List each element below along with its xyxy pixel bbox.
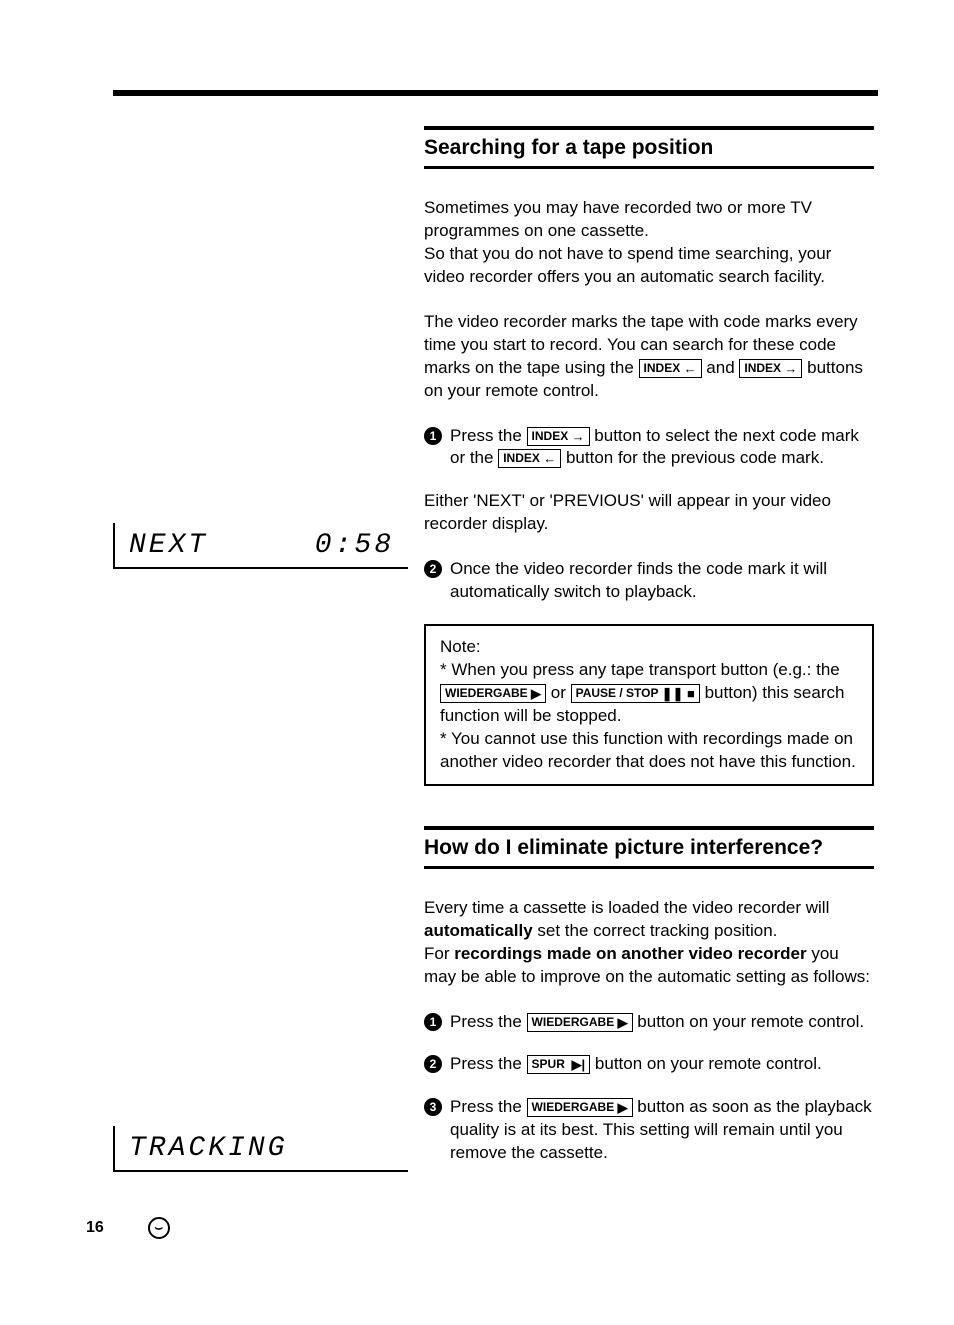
text: * You cannot use this function with reco… [440, 729, 856, 771]
page-number: 16 [86, 1219, 104, 1237]
index-fwd-button: INDEX → [739, 359, 802, 378]
step-text: Press the INDEX → button to select the n… [450, 425, 874, 471]
smiley-icon: ⌣ [148, 1217, 170, 1239]
wiedergabe-button: WIEDERGABE ▶ [527, 1013, 633, 1032]
page-footer: 16 ⌣ [86, 1217, 170, 1239]
text: and [702, 358, 740, 377]
step-text: Press the WIEDERGABE ▶ button as soon as… [450, 1096, 874, 1165]
paragraph: Either 'NEXT' or 'PREVIOUS' will appear … [424, 490, 874, 536]
step-row: 2 Press the SPUR ▶| button on your remot… [424, 1053, 874, 1076]
text: For [424, 944, 454, 963]
left-column: NEXT 0:58 TRACKING [113, 126, 408, 1185]
text: button on your remote control. [590, 1054, 822, 1073]
bullet-1-icon: 1 [424, 427, 442, 445]
bullet-2-icon: 2 [424, 560, 442, 578]
lcd-display-tracking: TRACKING [113, 1126, 408, 1172]
index-back-button: INDEX ← [639, 359, 702, 378]
bold-text: recordings made on another video recorde… [454, 944, 806, 963]
step-row: 2 Once the video recorder finds the code… [424, 558, 874, 604]
text: Press the [450, 1012, 527, 1031]
wiedergabe-button: WIEDERGABE ▶ [527, 1098, 633, 1117]
step-text: Press the WIEDERGABE ▶ button on your re… [450, 1011, 864, 1034]
text: Press the [450, 426, 527, 445]
lcd-display-next: NEXT 0:58 [113, 523, 408, 569]
step-row: 1 Press the INDEX → button to select the… [424, 425, 874, 471]
pause-stop-button: PAUSE / STOP ❚❚ ■ [571, 684, 700, 703]
spur-button: SPUR ▶| [527, 1055, 591, 1074]
section-heading-interference: How do I eliminate picture interference? [424, 826, 874, 869]
paragraph: Every time a cassette is loaded the vide… [424, 897, 874, 989]
bullet-2-icon: 2 [424, 1055, 442, 1073]
bullet-3-icon: 3 [424, 1098, 442, 1116]
text: * When you press any tape transport butt… [440, 660, 840, 679]
index-back-button: INDEX ← [498, 449, 561, 468]
step-row: 3 Press the WIEDERGABE ▶ button as soon … [424, 1096, 874, 1165]
paragraph: Sometimes you may have recorded two or m… [424, 197, 874, 289]
bullet-1-icon: 1 [424, 1013, 442, 1031]
right-column: Searching for a tape position Sometimes … [424, 126, 874, 1185]
bold-text: automatically [424, 921, 533, 940]
text: Press the [450, 1054, 527, 1073]
step-row: 1 Press the WIEDERGABE ▶ button on your … [424, 1011, 874, 1034]
text: or [546, 683, 571, 702]
wiedergabe-button: WIEDERGABE ▶ [440, 684, 546, 703]
lcd-text-right: 0:58 [315, 530, 394, 561]
lcd-text-left: NEXT [129, 530, 208, 561]
text: button on your remote control. [633, 1012, 865, 1031]
lcd-text: TRACKING [129, 1133, 287, 1164]
text: Every time a cassette is loaded the vide… [424, 898, 829, 917]
step-text: Press the SPUR ▶| button on your remote … [450, 1053, 822, 1076]
top-rule [113, 90, 878, 96]
text: button for the previous code mark. [561, 448, 824, 467]
note-label: Note: [440, 637, 481, 656]
note-box: Note: * When you press any tape transpor… [424, 624, 874, 786]
paragraph: The video recorder marks the tape with c… [424, 311, 874, 403]
text: set the correct tracking position. [533, 921, 778, 940]
section-heading-search: Searching for a tape position [424, 126, 874, 169]
step-text: Once the video recorder finds the code m… [450, 558, 874, 604]
text: So that you do not have to spend time se… [424, 244, 831, 286]
text: Sometimes you may have recorded two or m… [424, 198, 812, 240]
text: Press the [450, 1097, 527, 1116]
index-fwd-button: INDEX → [527, 427, 590, 446]
